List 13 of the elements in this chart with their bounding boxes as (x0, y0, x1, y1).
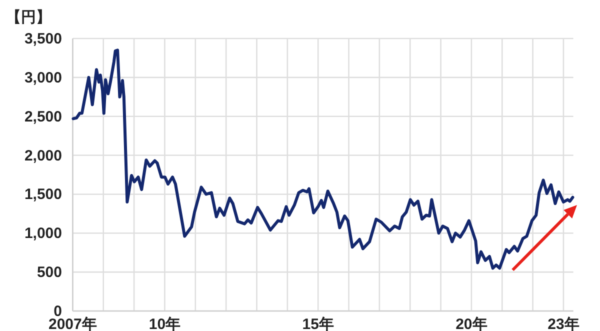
x-tick-label: 10年 (148, 316, 181, 331)
y-tick-label: 1,500 (24, 186, 62, 204)
y-tick-label: 2,500 (24, 108, 62, 126)
x-tick-label: 15年 (302, 316, 334, 331)
x-tick-label: 20年 (456, 316, 488, 331)
y-tick-label: 3,000 (24, 69, 62, 86)
x-tick-label: 23年 (548, 316, 580, 331)
y-tick-label: 3,500 (24, 30, 62, 48)
line-series (72, 48, 574, 270)
y-axis-title: 【円】 (6, 9, 51, 26)
y-tick-label: 500 (36, 264, 62, 282)
y-tick-label: 1,000 (24, 225, 62, 242)
y-tick-label: 2,000 (24, 147, 62, 164)
